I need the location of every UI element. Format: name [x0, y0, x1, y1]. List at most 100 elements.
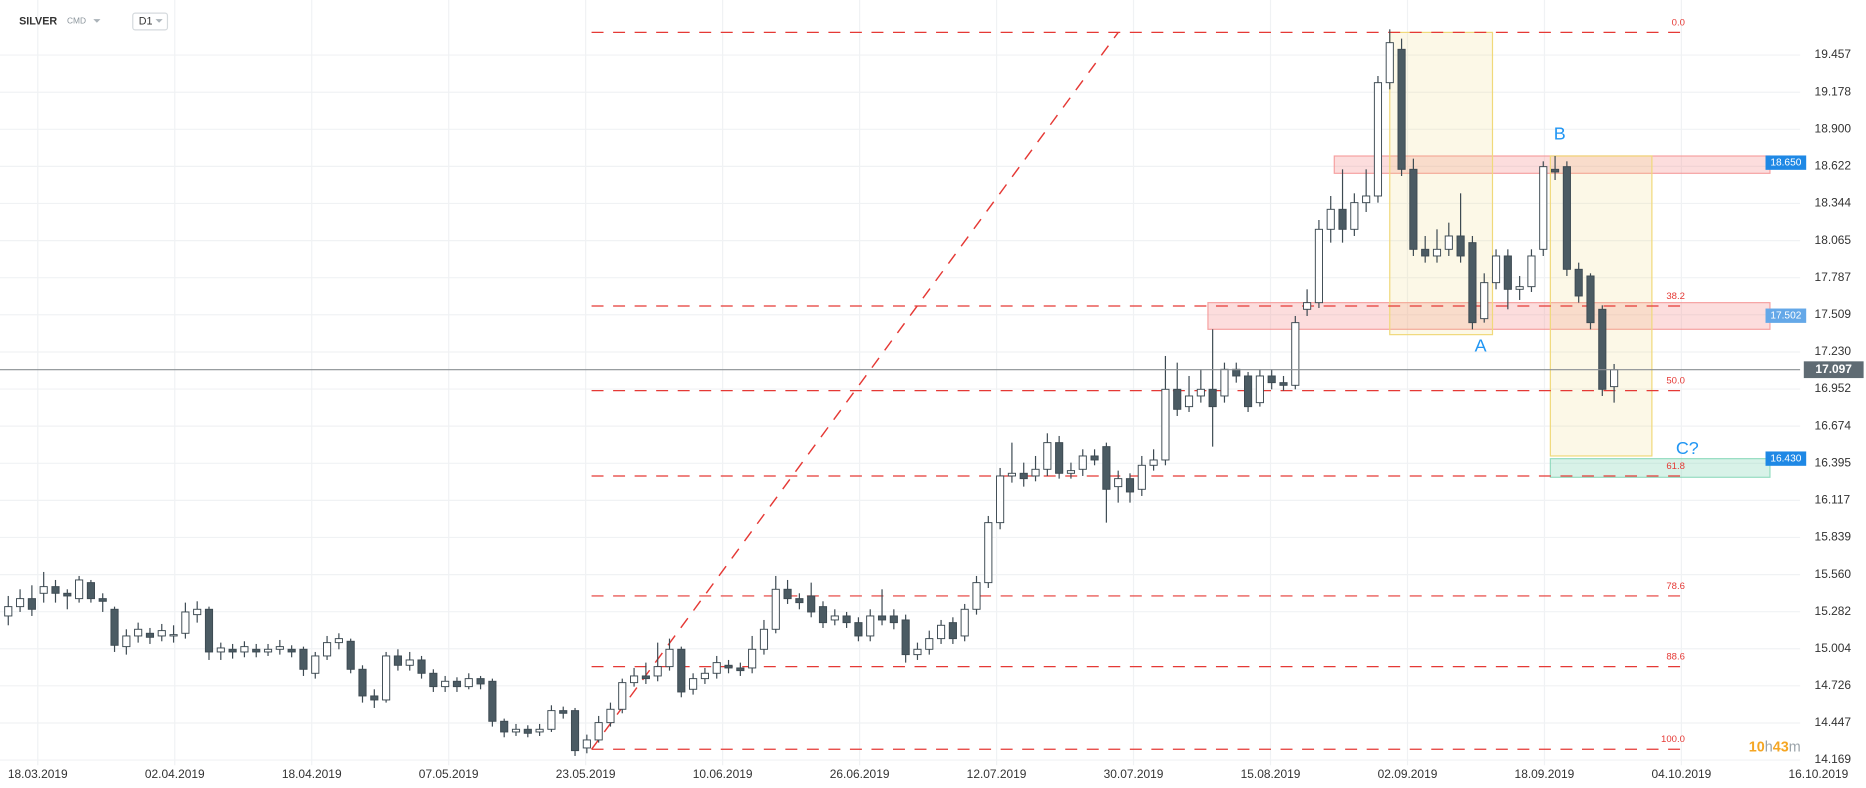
y-tick-label: 15.839 — [1815, 530, 1852, 544]
candle-body — [547, 710, 556, 730]
candle-body — [1279, 382, 1288, 386]
candle-body — [417, 659, 426, 674]
fib-label: 61.8 — [1666, 461, 1685, 472]
candle-body — [1019, 472, 1028, 480]
candle-body — [1196, 388, 1205, 397]
candle-body — [216, 647, 225, 653]
price-tag-label: 17.502 — [1770, 310, 1801, 321]
trend-line — [590, 31, 1119, 750]
candle-body — [996, 475, 1005, 524]
fib-label: 50.0 — [1666, 376, 1685, 387]
candle-body — [771, 588, 780, 630]
candle-body — [51, 586, 60, 594]
candle-body — [889, 615, 898, 624]
candle-body — [1503, 255, 1512, 290]
x-tick-label: 23.05.2019 — [556, 767, 616, 781]
candle-body — [1515, 286, 1524, 290]
candle-body — [1586, 275, 1595, 324]
interval-caret[interactable] — [155, 19, 163, 23]
candle-body — [854, 622, 863, 637]
zone — [1207, 302, 1771, 330]
current-price-tag — [1803, 361, 1864, 379]
candle-body — [937, 624, 946, 640]
zone — [1549, 458, 1771, 478]
y-tick-label: 18.065 — [1815, 233, 1852, 247]
candle-body — [1303, 302, 1312, 310]
x-tick-label: 30.07.2019 — [1104, 767, 1164, 781]
candle-body — [1551, 168, 1560, 173]
timer-part: m — [1789, 739, 1801, 755]
candle-body — [429, 672, 438, 688]
candle-body — [877, 615, 887, 621]
y-tick-label: 17.230 — [1815, 344, 1852, 358]
candle-body — [275, 646, 284, 650]
candle-body — [263, 648, 273, 653]
candle-body — [1350, 202, 1359, 230]
x-tick-label: 02.09.2019 — [1378, 767, 1438, 781]
candle-body — [901, 619, 910, 656]
price-tag-label: 16.430 — [1770, 453, 1801, 464]
candle-body — [842, 615, 851, 624]
candle-body — [16, 598, 25, 608]
price-tag-label: 18.650 — [1770, 157, 1801, 168]
candle-body — [1208, 388, 1217, 408]
candle-body — [618, 682, 627, 710]
candle-body — [4, 606, 13, 617]
candle-body — [1114, 478, 1123, 488]
candle-body — [795, 598, 804, 604]
dropdown-caret[interactable] — [93, 19, 101, 23]
candle-body — [334, 638, 343, 644]
candle-body — [1385, 42, 1394, 84]
candle-body — [1220, 368, 1229, 397]
symbol[interactable]: SILVER — [19, 15, 57, 27]
candle-body — [1102, 446, 1111, 490]
candle-body — [252, 648, 261, 653]
candle-body — [346, 640, 355, 670]
candle-body — [441, 680, 450, 688]
candle-body — [287, 648, 296, 653]
x-tick-label: 10.06.2019 — [693, 767, 753, 781]
interval-box[interactable] — [132, 12, 169, 31]
candle-body — [913, 648, 922, 656]
candle-body — [1043, 442, 1052, 470]
candle-body — [1468, 242, 1477, 324]
candle-body — [1244, 375, 1253, 408]
candle-body — [1373, 82, 1383, 197]
candle-body — [1480, 282, 1489, 320]
candle-body — [1527, 255, 1536, 288]
candle-body — [866, 615, 875, 637]
candle-body — [393, 655, 402, 666]
fib-label: 88.6 — [1666, 652, 1685, 663]
candle-body — [1267, 375, 1276, 384]
x-tick-label: 18.09.2019 — [1515, 767, 1575, 781]
candle-body — [1007, 472, 1016, 477]
candle-body — [1562, 166, 1571, 270]
candle-body — [665, 648, 674, 668]
candle-body — [452, 680, 462, 688]
market: CMD — [67, 16, 86, 26]
candle-body — [1444, 235, 1453, 250]
candle-body — [1066, 470, 1076, 474]
interval[interactable]: D1 — [139, 15, 153, 27]
candle-body — [724, 664, 733, 669]
x-tick-label: 02.04.2019 — [145, 767, 205, 781]
x-tick-label: 15.08.2019 — [1241, 767, 1301, 781]
candle-body — [193, 608, 202, 616]
candle-body — [311, 655, 320, 674]
candle-body — [86, 582, 95, 600]
candle-body — [677, 648, 686, 693]
candle-body — [1232, 368, 1241, 377]
candle-body — [1362, 195, 1371, 204]
candle-body — [464, 678, 473, 688]
timer-part: h — [1765, 739, 1773, 755]
candle-body — [1539, 166, 1548, 250]
candle-body — [582, 739, 591, 749]
candle-body — [27, 598, 36, 610]
candle-body — [1125, 478, 1135, 493]
price-tag — [1765, 308, 1807, 323]
y-tick-label: 14.447 — [1815, 715, 1852, 729]
candle-body — [157, 630, 166, 637]
current-price-label: 17.097 — [1815, 362, 1852, 376]
candle-body — [228, 648, 237, 653]
candle-body — [1255, 375, 1264, 404]
